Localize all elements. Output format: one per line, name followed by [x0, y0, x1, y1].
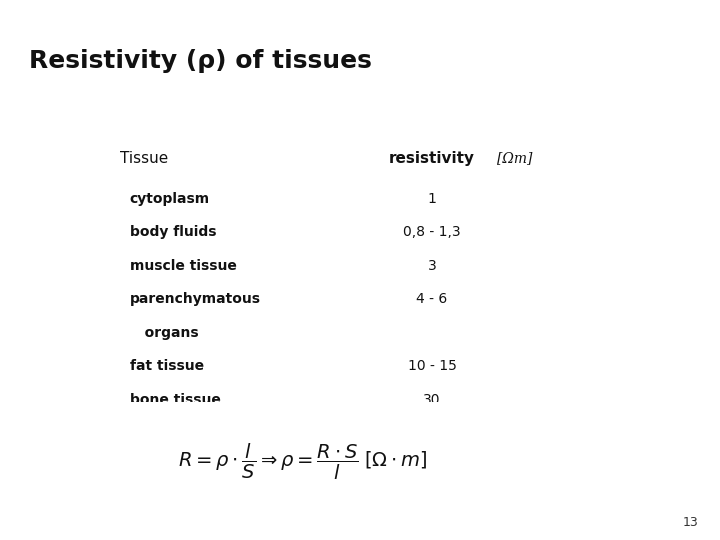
Text: 1: 1	[428, 192, 436, 206]
Text: 3: 3	[428, 259, 436, 273]
Text: 13: 13	[683, 516, 698, 529]
Text: resistivity: resistivity	[389, 151, 475, 166]
Text: 4 - 6: 4 - 6	[416, 292, 448, 306]
Text: organs: organs	[130, 326, 198, 340]
Text: 0,8 - 1,3: 0,8 - 1,3	[403, 225, 461, 239]
Text: muscle tissue: muscle tissue	[130, 259, 236, 273]
Text: Tissue: Tissue	[120, 151, 168, 166]
Text: $R = \rho \cdot \dfrac{l}{S} \Rightarrow \rho = \dfrac{R \cdot S}{l} \; [\Omega : $R = \rho \cdot \dfrac{l}{S} \Rightarrow…	[178, 442, 427, 482]
Text: bone tissue: bone tissue	[130, 393, 220, 407]
Text: fat tissue: fat tissue	[130, 359, 204, 373]
Text: Resistivity (ρ) of tissues: Resistivity (ρ) of tissues	[29, 49, 372, 72]
FancyBboxPatch shape	[104, 402, 500, 508]
Text: 30: 30	[423, 393, 441, 407]
Text: body fluids: body fluids	[130, 225, 216, 239]
Text: 10 - 15: 10 - 15	[408, 359, 456, 373]
Text: cytoplasm: cytoplasm	[130, 192, 210, 206]
Text: parenchymatous: parenchymatous	[130, 292, 261, 306]
Text: [Ωm]: [Ωm]	[497, 151, 533, 165]
